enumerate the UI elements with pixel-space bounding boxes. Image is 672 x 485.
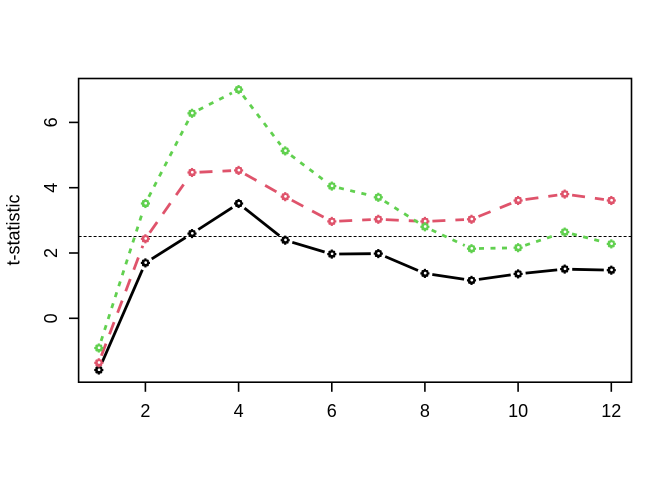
svg-text:t-statistic: t-statistic	[4, 194, 24, 265]
svg-text:4: 4	[41, 183, 61, 193]
svg-text:12: 12	[601, 401, 621, 421]
svg-text:2: 2	[140, 401, 150, 421]
svg-text:0: 0	[41, 313, 61, 323]
svg-text:2: 2	[41, 248, 61, 258]
svg-text:6: 6	[41, 117, 61, 127]
svg-text:10: 10	[508, 401, 528, 421]
svg-text:4: 4	[234, 401, 244, 421]
svg-text:6: 6	[327, 401, 337, 421]
svg-text:8: 8	[420, 401, 430, 421]
